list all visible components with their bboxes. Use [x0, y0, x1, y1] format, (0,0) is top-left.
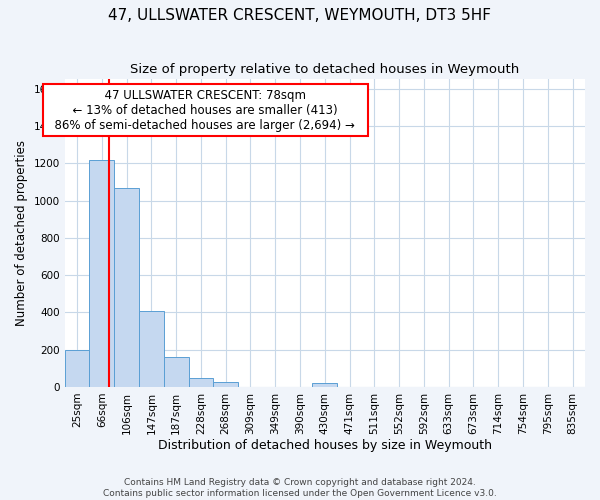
Text: Contains HM Land Registry data © Crown copyright and database right 2024.
Contai: Contains HM Land Registry data © Crown c… [103, 478, 497, 498]
Bar [164, 357, 188, 387]
X-axis label: Distribution of detached houses by size in Weymouth: Distribution of detached houses by size … [158, 440, 492, 452]
Bar [313, 383, 337, 387]
Bar [214, 382, 238, 387]
Y-axis label: Number of detached properties: Number of detached properties [15, 140, 28, 326]
Title: Size of property relative to detached houses in Weymouth: Size of property relative to detached ho… [130, 62, 520, 76]
Text: 47 ULLSWATER CRESCENT: 78sqm  
  ← 13% of detached houses are smaller (413)  
  : 47 ULLSWATER CRESCENT: 78sqm ← 13% of de… [47, 88, 363, 132]
Bar [89, 160, 114, 387]
Text: 47, ULLSWATER CRESCENT, WEYMOUTH, DT3 5HF: 47, ULLSWATER CRESCENT, WEYMOUTH, DT3 5H… [109, 8, 491, 22]
Bar [188, 378, 214, 387]
Bar [114, 188, 139, 387]
Bar [139, 310, 164, 387]
Bar [65, 350, 89, 387]
